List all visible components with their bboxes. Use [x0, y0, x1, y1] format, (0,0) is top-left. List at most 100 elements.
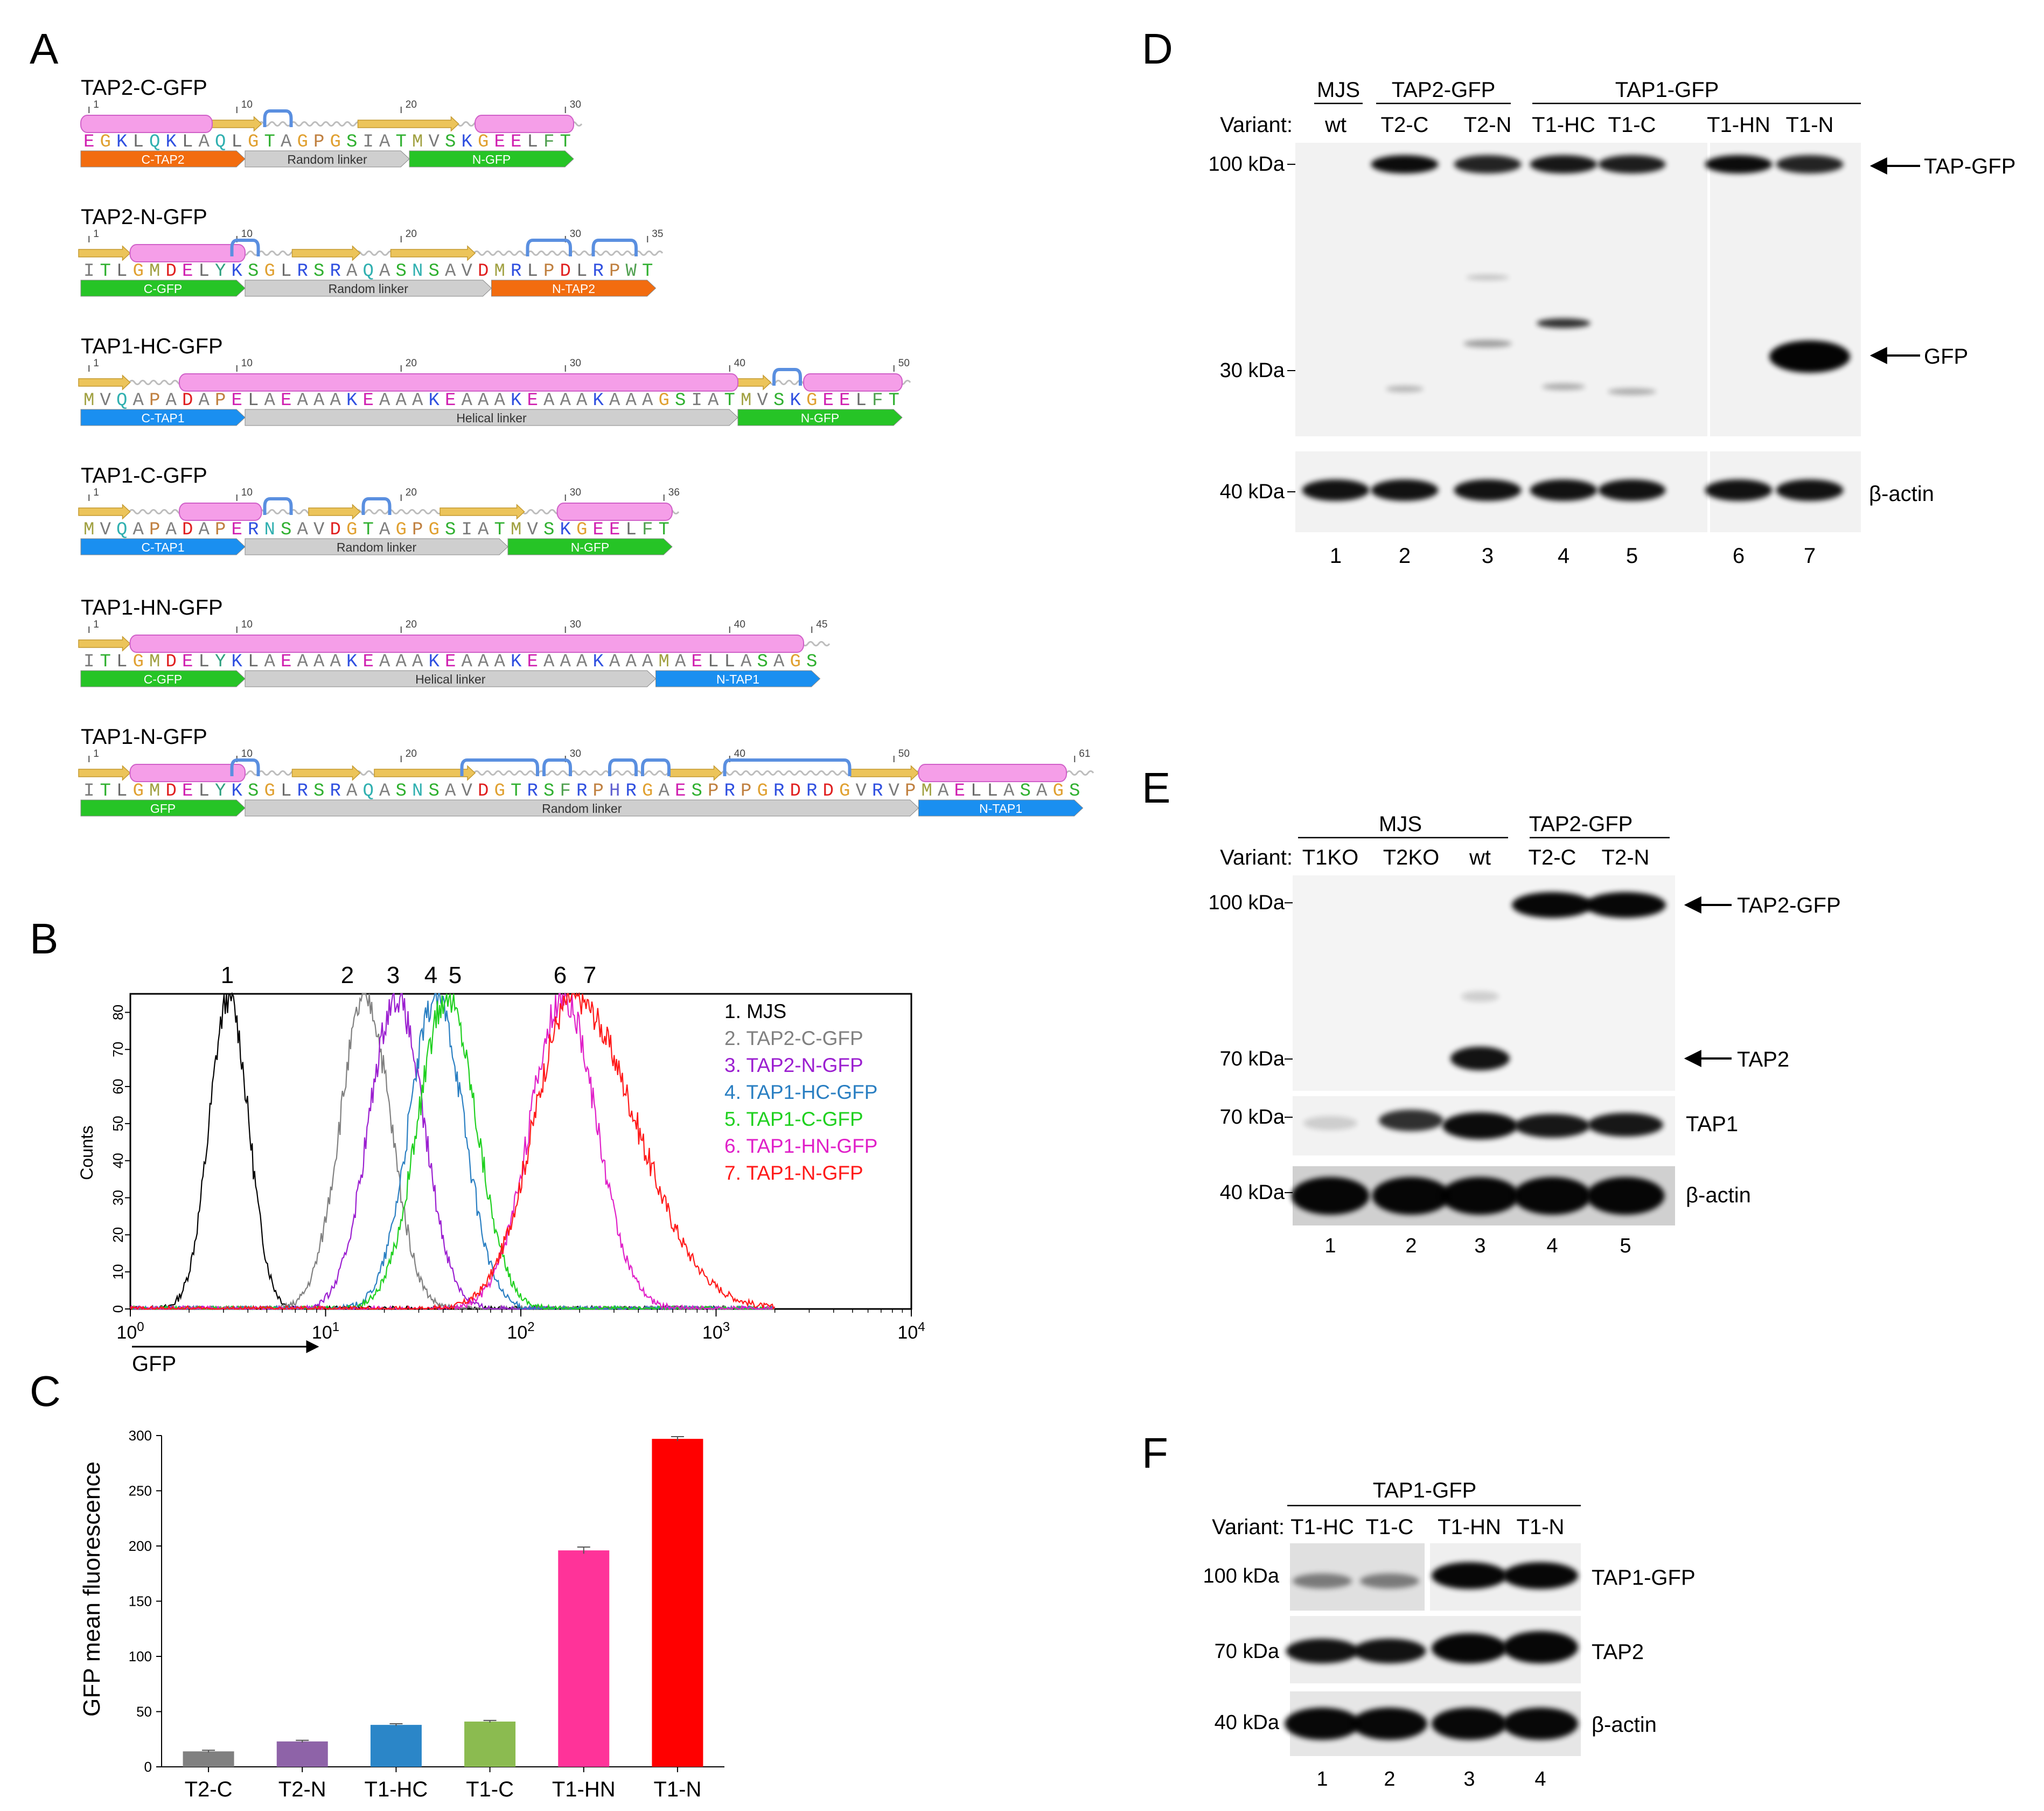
- residue: A: [313, 652, 325, 672]
- residue: Q: [363, 261, 374, 282]
- d-band-actin: [1705, 479, 1773, 501]
- residue: P: [593, 781, 604, 802]
- f-group-tap1: TAP1-GFP: [1373, 1479, 1477, 1502]
- turn: [723, 758, 852, 776]
- ruler-tick-label: 1: [93, 487, 99, 498]
- residue: S: [396, 261, 407, 282]
- bar-y-tick-label: 0: [144, 1759, 152, 1775]
- segment-arrow: [245, 538, 508, 555]
- residue: G: [346, 520, 357, 540]
- residue: P: [905, 781, 916, 802]
- beta-strand: [78, 245, 131, 261]
- residue: M: [922, 781, 932, 802]
- residue: T: [889, 391, 899, 411]
- d-band-actin: [1454, 479, 1522, 501]
- ruler-tick-label: 20: [406, 619, 417, 630]
- residue: R: [527, 781, 538, 802]
- bar-y-tick-label: 100: [129, 1648, 152, 1664]
- ruler-tick-label: 20: [406, 487, 417, 498]
- f-variant-labels: T1-HC T1-C T1-HN T1-N: [1290, 1515, 1564, 1539]
- residue: I: [462, 520, 472, 540]
- residue: M: [149, 261, 160, 282]
- residue: L: [248, 391, 259, 411]
- e-group-tap2: TAP2-GFP: [1529, 812, 1633, 836]
- residue: V: [889, 781, 900, 802]
- d-band-minor: [1466, 275, 1509, 280]
- histogram-legend: 1. MJS 2. TAP2-C-GFP 3. TAP2-N-GFP 4. TAP1-…: [724, 1000, 877, 1184]
- bar-y-tick-label: 200: [129, 1538, 152, 1554]
- residue: E: [281, 652, 291, 672]
- f-band-actin: [1352, 1708, 1427, 1740]
- y-tick-label: 60: [110, 1079, 126, 1095]
- segment-arrow: [655, 670, 821, 687]
- residue: G: [100, 132, 111, 152]
- residue: E: [182, 652, 193, 672]
- residue: K: [593, 391, 604, 411]
- residue: T: [494, 520, 505, 540]
- residue: A: [297, 520, 309, 540]
- residue: S: [445, 132, 456, 152]
- residue: A: [199, 132, 210, 152]
- residue: N: [264, 520, 275, 540]
- histogram-curve-6: [129, 992, 776, 1311]
- d-lane-5: 5: [1626, 544, 1638, 568]
- construct-title: TAP1-HN-GFP: [81, 596, 223, 619]
- residue: R: [593, 261, 604, 282]
- residue: A: [379, 261, 390, 282]
- peak-label-7: 7: [583, 962, 596, 988]
- segment-arrow: [80, 538, 246, 555]
- residue: L: [116, 652, 127, 672]
- x-tick-label: 101: [312, 1320, 339, 1343]
- peak-label-3: 3: [387, 962, 400, 988]
- residue: M: [149, 781, 160, 802]
- residue: R: [248, 520, 259, 540]
- panel-letter-c: C: [30, 1367, 61, 1415]
- f-band-tap2: [1432, 1633, 1507, 1663]
- segment-label: N-TAP1: [979, 802, 1022, 816]
- ruler-tick-label: 1: [93, 358, 99, 369]
- peak-label-2: 2: [341, 962, 354, 988]
- ruler-tick-label: 10: [241, 358, 253, 369]
- segment-arrow: [80, 150, 246, 168]
- d-lane-3: 3: [1482, 544, 1494, 568]
- residue: F: [642, 520, 653, 540]
- bar-category-label: T1-C: [466, 1778, 514, 1801]
- residue: R: [724, 781, 735, 802]
- residue: A: [576, 652, 588, 672]
- x-tick-label: 100: [116, 1320, 144, 1343]
- residue: A: [494, 652, 506, 672]
- residue: L: [708, 652, 718, 672]
- f-lane-3: 3: [1463, 1768, 1475, 1791]
- segment-label: Random linker: [329, 282, 409, 296]
- residue: A: [462, 652, 473, 672]
- bar-y-tick-label: 50: [136, 1704, 152, 1720]
- legend-entry-4: 4. TAP1-HC-GFP: [724, 1081, 877, 1103]
- f-row-label-tap1-gfp: TAP1-GFP: [1592, 1566, 1696, 1590]
- e-band-tap1: [1442, 1112, 1518, 1139]
- turn: [361, 497, 392, 515]
- residue: E: [839, 391, 850, 411]
- residue: A: [166, 520, 177, 540]
- segment-arrow: [245, 409, 738, 426]
- residue: A: [281, 132, 292, 152]
- residue: G: [478, 132, 489, 152]
- ruler-tick-label: 10: [241, 619, 253, 630]
- ruler-tick-label: 30: [570, 619, 581, 630]
- residue: A: [330, 391, 341, 411]
- residue: A: [264, 391, 276, 411]
- residue: A: [675, 652, 686, 672]
- segment-label: N-GFP: [571, 540, 610, 554]
- residue: S: [429, 781, 440, 802]
- bar-t1-n: [652, 1439, 703, 1767]
- d-lane-numbers: 1 2 3 4 5 6 7: [1330, 544, 1816, 568]
- residue: E: [593, 520, 604, 540]
- residue: A: [379, 781, 390, 802]
- d-variant-7: T1-N: [1786, 113, 1834, 137]
- f-band-tap1-gfp: [1293, 1573, 1352, 1589]
